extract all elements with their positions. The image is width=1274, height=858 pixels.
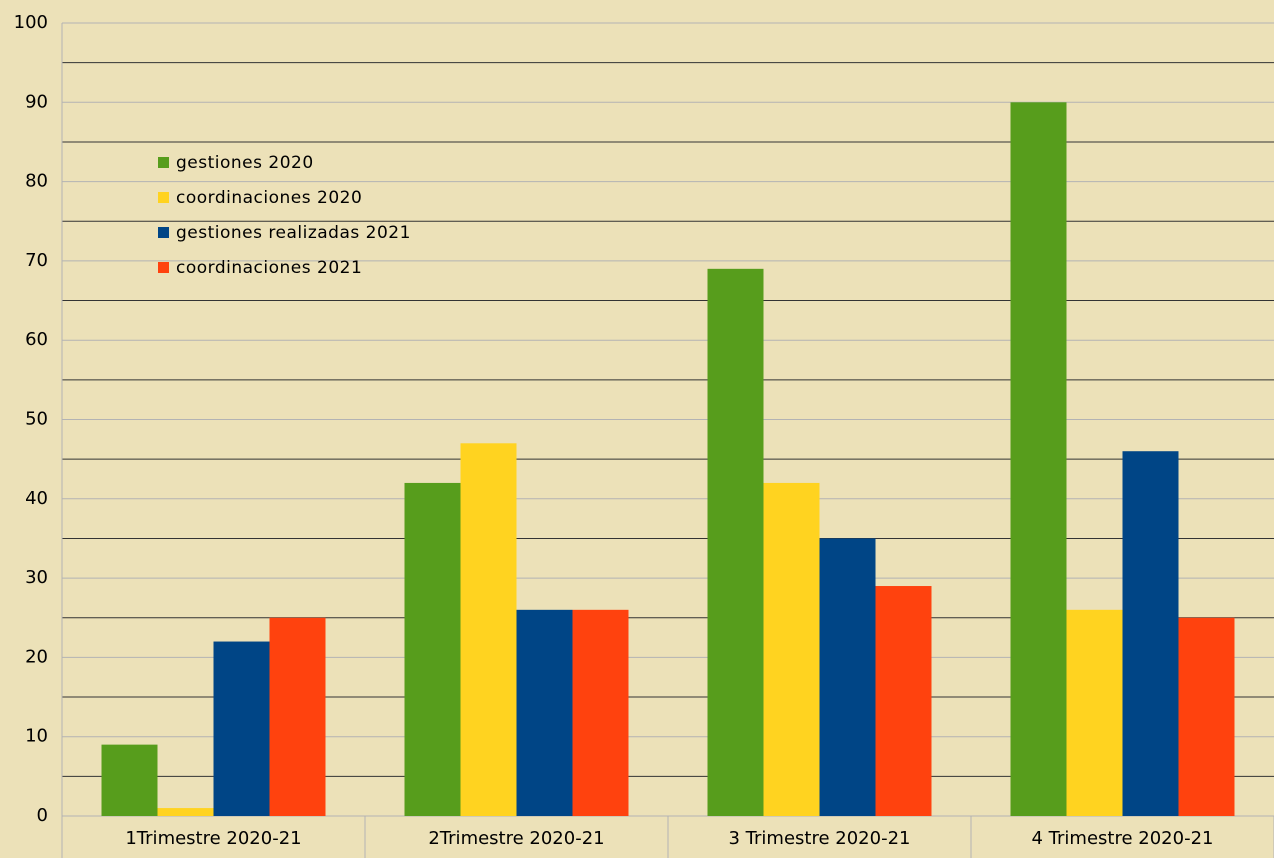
bar bbox=[1122, 451, 1179, 816]
bar bbox=[1010, 102, 1067, 817]
y-tick-label: 70 bbox=[25, 250, 48, 271]
x-tick-label: 2Trimestre 2020-21 bbox=[428, 828, 604, 849]
x-tick-label: 4 Trimestre 2020-21 bbox=[1032, 828, 1214, 849]
x-tick-label: 1Trimestre 2020-21 bbox=[125, 828, 301, 849]
legend-label: gestiones 2020 bbox=[176, 153, 314, 173]
y-tick-label: 30 bbox=[25, 567, 48, 588]
y-tick-label: 80 bbox=[25, 171, 48, 192]
bar bbox=[572, 609, 629, 816]
legend-label: coordinaciones 2021 bbox=[176, 258, 362, 278]
bar bbox=[460, 443, 517, 816]
y-tick-label: 100 bbox=[14, 12, 48, 33]
y-tick-label: 20 bbox=[25, 646, 48, 667]
bar bbox=[404, 482, 461, 816]
y-tick-label: 50 bbox=[25, 409, 48, 430]
bar bbox=[516, 609, 573, 816]
bar bbox=[875, 586, 932, 816]
bar bbox=[213, 641, 270, 816]
y-tick-label: 10 bbox=[25, 726, 48, 747]
bar bbox=[101, 744, 158, 816]
bar bbox=[707, 268, 764, 817]
bar bbox=[763, 482, 820, 816]
bar bbox=[269, 617, 326, 816]
y-tick-label: 0 bbox=[37, 805, 48, 826]
bar bbox=[1066, 609, 1123, 816]
legend-swatch bbox=[158, 157, 169, 168]
bar bbox=[1178, 617, 1235, 816]
legend-swatch bbox=[158, 192, 169, 203]
y-tick-label: 90 bbox=[25, 91, 48, 112]
legend-swatch bbox=[158, 227, 169, 238]
legend-label: gestiones realizadas 2021 bbox=[176, 223, 411, 243]
legend-swatch bbox=[158, 262, 169, 273]
y-tick-label: 40 bbox=[25, 488, 48, 509]
legend-label: coordinaciones 2020 bbox=[176, 188, 362, 208]
bar bbox=[157, 808, 214, 816]
x-tick-label: 3 Trimestre 2020-21 bbox=[729, 828, 911, 849]
y-tick-label: 60 bbox=[25, 329, 48, 350]
bar bbox=[819, 538, 876, 816]
